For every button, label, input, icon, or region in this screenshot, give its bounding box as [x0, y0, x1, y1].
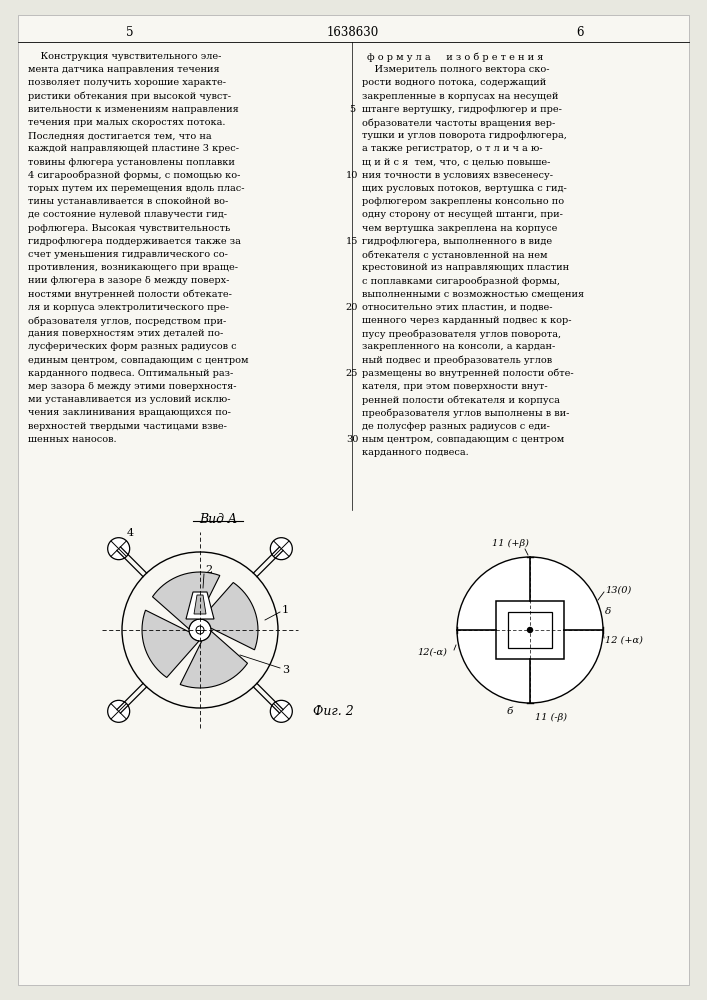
Text: обтекателя с установленной на нем: обтекателя с установленной на нем: [362, 250, 547, 259]
Circle shape: [196, 626, 204, 634]
Text: закрепленные в корпусах на несущей: закрепленные в корпусах на несущей: [362, 92, 559, 101]
Text: размещены во внутренней полости обте-: размещены во внутренней полости обте-: [362, 369, 573, 378]
Text: гидрофлюгера, выполненного в виде: гидрофлюгера, выполненного в виде: [362, 237, 552, 246]
Text: 6: 6: [576, 25, 584, 38]
Text: 20: 20: [346, 303, 358, 312]
Circle shape: [270, 538, 292, 560]
Polygon shape: [153, 572, 220, 629]
Text: Конструкция чувствительного эле-: Конструкция чувствительного эле-: [28, 52, 221, 61]
Text: 15: 15: [346, 237, 358, 246]
Text: 4: 4: [127, 528, 134, 538]
Text: карданного подвеса. Оптимальный раз-: карданного подвеса. Оптимальный раз-: [28, 369, 233, 378]
Polygon shape: [142, 610, 199, 678]
Text: счет уменьшения гидравлического со-: счет уменьшения гидравлического со-: [28, 250, 228, 259]
Text: 11 (-β): 11 (-β): [535, 712, 567, 722]
Text: рофлюгером закреплены консольно по: рофлюгером закреплены консольно по: [362, 197, 564, 206]
Text: 3: 3: [282, 665, 289, 675]
Text: 10: 10: [346, 171, 358, 180]
Text: 12(-α): 12(-α): [417, 648, 447, 656]
Text: противления, возникающего при враще-: противления, возникающего при враще-: [28, 263, 238, 272]
Text: шенных наносов.: шенных наносов.: [28, 435, 117, 444]
Polygon shape: [201, 582, 258, 650]
Text: щих русловых потоков, вертушка с гид-: щих русловых потоков, вертушка с гид-: [362, 184, 567, 193]
Text: Фиг. 2: Фиг. 2: [313, 705, 354, 718]
Text: образователи частоты вращения вер-: образователи частоты вращения вер-: [362, 118, 555, 127]
Text: торых путем их перемещения вдоль плас-: торых путем их перемещения вдоль плас-: [28, 184, 245, 193]
Text: карданного подвеса.: карданного подвеса.: [362, 448, 469, 457]
Text: ренней полости обтекателя и корпуса: ренней полости обтекателя и корпуса: [362, 395, 560, 405]
Circle shape: [107, 538, 129, 560]
Text: Вид A: Вид A: [199, 513, 237, 526]
Text: чем вертушка закреплена на корпусе: чем вертушка закреплена на корпусе: [362, 224, 557, 233]
Text: мер зазора δ между этими поверхностя-: мер зазора δ между этими поверхностя-: [28, 382, 237, 391]
Text: 1638630: 1638630: [327, 25, 379, 38]
Bar: [496, 601, 564, 659]
Text: мента датчика направления течения: мента датчика направления течения: [28, 65, 220, 74]
Text: 12 (+α): 12 (+α): [605, 636, 643, 645]
Circle shape: [189, 619, 211, 641]
Text: позволяет получить хорошие характе-: позволяет получить хорошие характе-: [28, 78, 226, 87]
Text: рости водного потока, содержащий: рости водного потока, содержащий: [362, 78, 547, 87]
Text: закрепленного на консоли, а кардан-: закрепленного на консоли, а кардан-: [362, 342, 555, 351]
Circle shape: [457, 557, 603, 703]
Text: нии флюгера в зазоре δ между поверх-: нии флюгера в зазоре δ между поверх-: [28, 276, 229, 285]
Text: δ: δ: [605, 607, 612, 616]
Text: образователя углов, посредством при-: образователя углов, посредством при-: [28, 316, 226, 326]
Circle shape: [270, 700, 292, 722]
Text: чения заклинивания вращающихся по-: чения заклинивания вращающихся по-: [28, 408, 231, 417]
Polygon shape: [180, 631, 247, 688]
Text: пусу преобразователя углов поворота,: пусу преобразователя углов поворота,: [362, 329, 561, 339]
Text: ми устанавливается из условий исклю-: ми устанавливается из условий исклю-: [28, 395, 230, 404]
Text: крестовиной из направляющих пластин: крестовиной из направляющих пластин: [362, 263, 569, 272]
Text: выполненными с возможностью смещения: выполненными с возможностью смещения: [362, 290, 584, 299]
Text: 1: 1: [282, 605, 289, 615]
Text: Последняя достигается тем, что на: Последняя достигается тем, что на: [28, 131, 211, 140]
Text: ния точности в условиях взвесенесу-: ния точности в условиях взвесенесу-: [362, 171, 553, 180]
Text: 11 (+β): 11 (+β): [491, 538, 528, 548]
Text: дания поверхностям этих деталей по-: дания поверхностям этих деталей по-: [28, 329, 223, 338]
Text: 25: 25: [346, 369, 358, 378]
Text: лусферических форм разных радиусов с: лусферических форм разных радиусов с: [28, 342, 237, 351]
Text: верхностей твердыми частицами взве-: верхностей твердыми частицами взве-: [28, 422, 227, 431]
Text: тины устанавливается в спокойной во-: тины устанавливается в спокойной во-: [28, 197, 228, 206]
Text: относительно этих пластин, и подве-: относительно этих пластин, и подве-: [362, 303, 552, 312]
Text: 30: 30: [346, 435, 358, 444]
Polygon shape: [194, 595, 206, 614]
Text: кателя, при этом поверхности внут-: кателя, при этом поверхности внут-: [362, 382, 548, 391]
Text: ный подвес и преобразователь углов: ный подвес и преобразователь углов: [362, 356, 552, 365]
Text: товины флюгера установлены поплавки: товины флюгера установлены поплавки: [28, 158, 235, 167]
Text: ристики обтекания при высокой чувст-: ристики обтекания при высокой чувст-: [28, 92, 231, 101]
Text: щ и й с я  тем, что, с целью повыше-: щ и й с я тем, что, с целью повыше-: [362, 158, 550, 167]
Text: шенного через карданный подвес к кор-: шенного через карданный подвес к кор-: [362, 316, 571, 325]
Text: 2: 2: [205, 565, 212, 575]
Text: ля и корпуса электролитического пре-: ля и корпуса электролитического пре-: [28, 303, 229, 312]
Text: б: б: [507, 706, 513, 716]
Text: де состояние нулевой плавучести гид-: де состояние нулевой плавучести гид-: [28, 210, 227, 219]
Text: каждой направляющей пластине 3 крес-: каждой направляющей пластине 3 крес-: [28, 144, 239, 153]
Text: одну сторону от несущей штанги, при-: одну сторону от несущей штанги, при-: [362, 210, 563, 219]
Text: 13(0): 13(0): [605, 585, 631, 594]
Text: 5: 5: [127, 25, 134, 38]
Text: Измеритель полного вектора ско-: Измеритель полного вектора ско-: [362, 65, 549, 74]
Text: рофлюгера. Высокая чувствительность: рофлюгера. Высокая чувствительность: [28, 224, 230, 233]
Text: де полусфер разных радиусов с еди-: де полусфер разных радиусов с еди-: [362, 422, 550, 431]
Text: гидрофлюгера поддерживается также за: гидрофлюгера поддерживается также за: [28, 237, 241, 246]
Text: тушки и углов поворота гидрофлюгера,: тушки и углов поворота гидрофлюгера,: [362, 131, 567, 140]
Text: ф о р м у л а     и з о б р е т е н и я: ф о р м у л а и з о б р е т е н и я: [367, 52, 544, 62]
Text: штанге вертушку, гидрофлюгер и пре-: штанге вертушку, гидрофлюгер и пре-: [362, 105, 562, 114]
Text: 5: 5: [349, 105, 355, 114]
Text: преобразователя углов выполнены в ви-: преобразователя углов выполнены в ви-: [362, 408, 569, 418]
Text: с поплавками сигарообразной формы,: с поплавками сигарообразной формы,: [362, 276, 560, 286]
Circle shape: [107, 700, 129, 722]
Text: единым центром, совпадающим с центром: единым центром, совпадающим с центром: [28, 356, 248, 365]
Circle shape: [527, 628, 532, 633]
Bar: [508, 612, 552, 648]
Text: течения при малых скоростях потока.: течения при малых скоростях потока.: [28, 118, 226, 127]
Text: а также регистратор, о т л и ч а ю-: а также регистратор, о т л и ч а ю-: [362, 144, 543, 153]
Text: вительности к изменениям направления: вительности к изменениям направления: [28, 105, 239, 114]
Polygon shape: [186, 592, 214, 619]
Text: ным центром, совпадающим с центром: ным центром, совпадающим с центром: [362, 435, 564, 444]
Text: ностями внутренней полости обтекате-: ностями внутренней полости обтекате-: [28, 290, 232, 299]
Text: 4 сигарообразной формы, с помощью ко-: 4 сигарообразной формы, с помощью ко-: [28, 171, 240, 180]
